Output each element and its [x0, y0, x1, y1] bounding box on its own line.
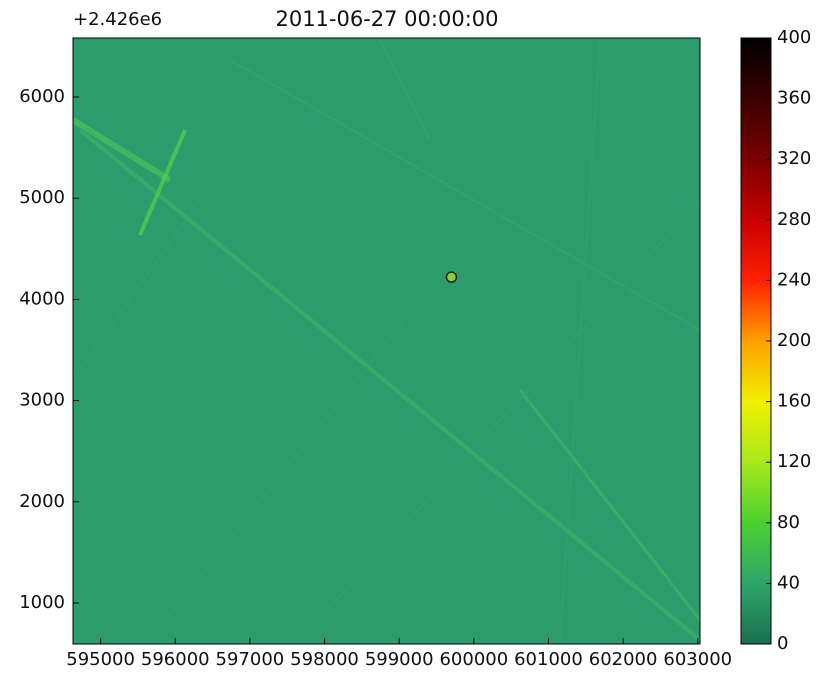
y-tick-label: 1000	[19, 592, 65, 613]
y-tick-label: 3000	[19, 390, 65, 411]
x-tick-label: 599000	[365, 649, 434, 670]
colorbar-tick-label: 80	[777, 512, 800, 533]
colorbar-tick-label: 320	[777, 148, 811, 169]
x-tick-label: 603000	[663, 649, 732, 670]
y-tick-label: 2000	[19, 491, 65, 512]
colorbar-tick-label: 160	[777, 391, 811, 412]
colorbar-tick-label: 40	[777, 572, 800, 593]
marker	[446, 272, 456, 282]
colorbar-tick-label: 280	[777, 209, 811, 230]
x-tick-label: 598000	[290, 649, 359, 670]
offset-label: +2.426e6	[73, 9, 162, 30]
x-tick-label: 602000	[589, 649, 658, 670]
y-tick-label: 5000	[19, 187, 65, 208]
colorbar-tick-label: 0	[777, 633, 788, 654]
x-tick-label: 601000	[514, 649, 583, 670]
colorbar-tick-label: 120	[777, 451, 811, 472]
y-tick-label: 6000	[19, 86, 65, 107]
x-tick-label: 596000	[141, 649, 210, 670]
colorbar-tick-label: 240	[777, 269, 811, 290]
chart: 2011-06-27 00:00:00 +2.426e6 595000 59600…	[0, 0, 820, 673]
colorbar-tick-label: 360	[777, 88, 811, 109]
colorbar-tick-label: 400	[777, 27, 811, 48]
y-tick-label: 4000	[19, 288, 65, 309]
x-tick-label: 600000	[439, 649, 508, 670]
chart-title: 2011-06-27 00:00:00	[275, 7, 498, 31]
x-tick-label: 597000	[216, 649, 285, 670]
x-tick-label: 595000	[66, 649, 135, 670]
colorbar-tick-label: 200	[777, 330, 811, 351]
